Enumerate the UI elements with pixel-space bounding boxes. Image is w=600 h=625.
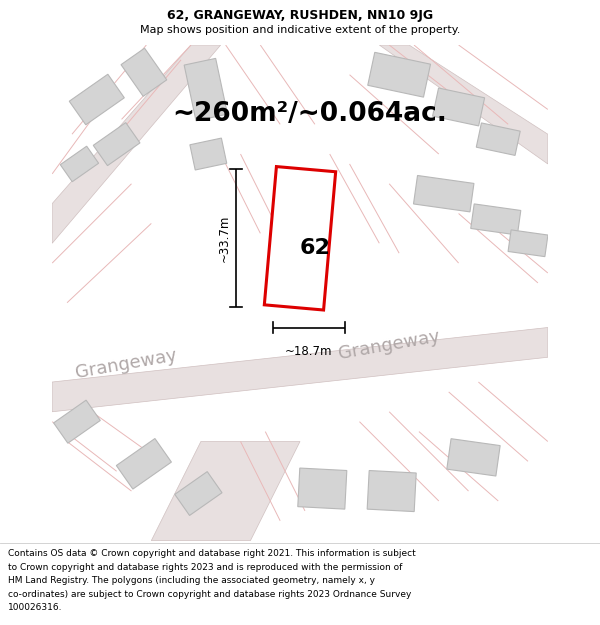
Polygon shape <box>93 122 140 166</box>
Text: Grangeway: Grangeway <box>74 347 179 382</box>
Text: 62: 62 <box>299 238 331 258</box>
Polygon shape <box>379 45 548 164</box>
Polygon shape <box>413 176 474 212</box>
Polygon shape <box>447 439 500 476</box>
Polygon shape <box>190 138 227 170</box>
Text: Map shows position and indicative extent of the property.: Map shows position and indicative extent… <box>140 25 460 35</box>
Text: co-ordinates) are subject to Crown copyright and database rights 2023 Ordnance S: co-ordinates) are subject to Crown copyr… <box>8 589 411 599</box>
Polygon shape <box>69 74 124 125</box>
Text: Contains OS data © Crown copyright and database right 2021. This information is : Contains OS data © Crown copyright and d… <box>8 549 416 558</box>
Text: HM Land Registry. The polygons (including the associated geometry, namely x, y: HM Land Registry. The polygons (includin… <box>8 576 375 585</box>
Polygon shape <box>471 204 521 235</box>
Polygon shape <box>151 441 300 541</box>
Polygon shape <box>53 400 100 443</box>
Polygon shape <box>368 52 431 97</box>
Text: Grangeway: Grangeway <box>337 327 442 362</box>
Polygon shape <box>184 58 227 121</box>
Text: 62, GRANGEWAY, RUSHDEN, NN10 9JG: 62, GRANGEWAY, RUSHDEN, NN10 9JG <box>167 9 433 22</box>
Text: to Crown copyright and database rights 2023 and is reproduced with the permissio: to Crown copyright and database rights 2… <box>8 562 402 571</box>
Polygon shape <box>121 48 167 96</box>
Polygon shape <box>116 439 172 489</box>
Polygon shape <box>265 167 335 310</box>
Text: ~33.7m: ~33.7m <box>218 214 231 262</box>
Polygon shape <box>508 230 548 257</box>
Text: 100026316.: 100026316. <box>8 603 62 612</box>
Polygon shape <box>298 468 347 509</box>
Text: ~18.7m: ~18.7m <box>285 345 332 358</box>
Polygon shape <box>476 123 520 156</box>
Polygon shape <box>52 45 221 243</box>
Polygon shape <box>433 88 485 126</box>
Polygon shape <box>367 471 416 512</box>
Polygon shape <box>60 146 98 182</box>
Polygon shape <box>52 328 548 412</box>
Text: ~260m²/~0.064ac.: ~260m²/~0.064ac. <box>172 101 448 127</box>
Polygon shape <box>175 472 222 516</box>
